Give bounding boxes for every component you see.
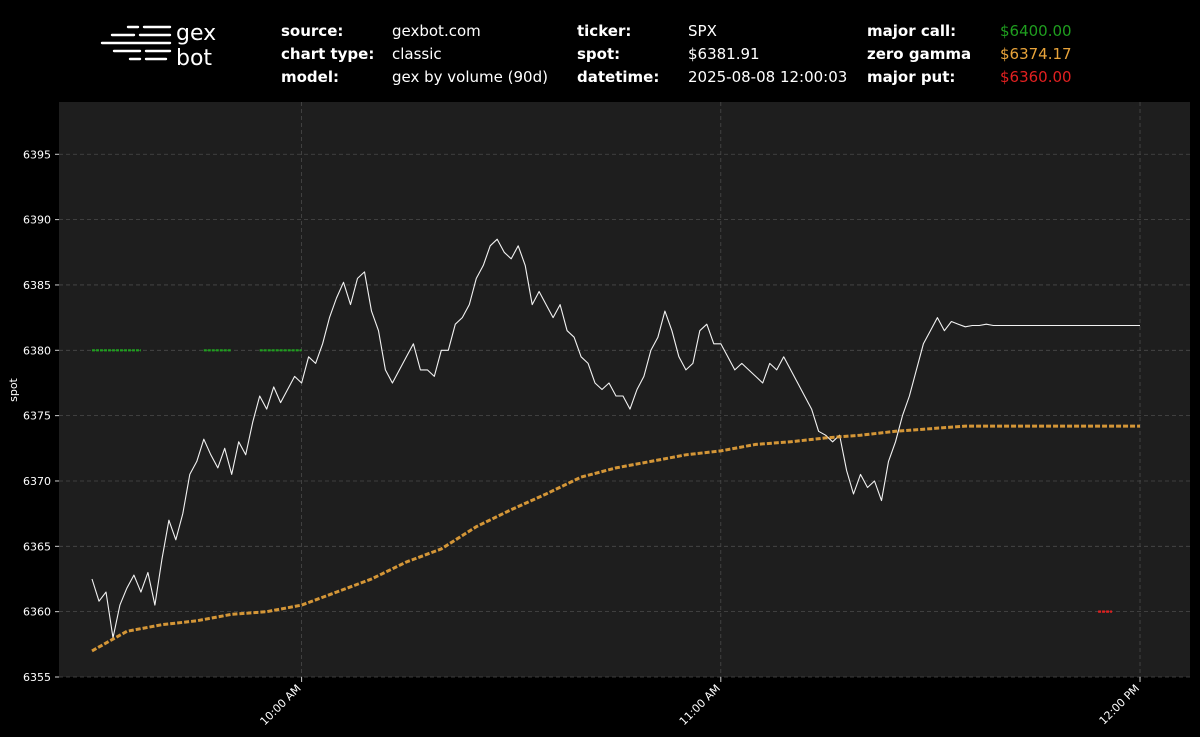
spot-line (91, 238, 1140, 639)
y-axis-label: spot (7, 377, 20, 401)
model-label: model: (281, 68, 339, 86)
x-tick-label: 12:00 PM (1097, 682, 1142, 727)
y-tick-label: 6355 (23, 671, 51, 684)
y-tick-label: 6395 (23, 148, 51, 161)
ticker-value: SPX (688, 22, 717, 40)
chart-type-label: chart type: (281, 45, 375, 63)
zero-gamma-value: $6374.17 (1000, 45, 1072, 63)
y-tick-label: 6370 (23, 475, 51, 488)
y-tick-label: 6380 (23, 344, 51, 357)
gexbot-logo: gex bot (100, 18, 220, 74)
chart-type-value: classic (392, 45, 442, 63)
spot-value: $6381.91 (688, 45, 760, 63)
datetime-label: datetime: (577, 68, 660, 86)
model-value: gex by volume (90d) (392, 68, 548, 86)
gexbot-logo-mark: gex bot (100, 21, 216, 71)
zero-gamma-label: zero gamma (867, 45, 972, 63)
y-tick-label: 6365 (23, 540, 51, 553)
spot-label: spot: (577, 45, 621, 63)
major-call-value: $6400.00 (1000, 22, 1072, 40)
logo-text-line1: gex (176, 21, 216, 46)
series (91, 238, 1140, 653)
plot-area (59, 102, 1190, 677)
speed-lines-icon (100, 25, 172, 61)
y-tick-label: 6390 (23, 214, 51, 227)
source-value: gexbot.com (392, 22, 481, 40)
major-call-label: major call: (867, 22, 957, 40)
x-axis: 10:00 AM 11:00 AM 12:00 PM (258, 677, 1142, 728)
major-put-label: major put: (867, 68, 956, 86)
ticker-label: ticker: (577, 22, 632, 40)
y-tick-label: 6375 (23, 410, 51, 423)
datetime-value: 2025-08-08 12:00:03 (688, 68, 848, 86)
x-tick-label: 10:00 AM (258, 682, 304, 728)
logo-text-line2: bot (176, 46, 212, 71)
x-tick-label: 11:00 AM (677, 682, 723, 728)
y-axis: 6355 6360 6365 6370 6375 6380 6385 6390 6395 (23, 148, 59, 684)
y-tick-label: 6360 (23, 606, 51, 619)
y-tick-label: 6385 (23, 279, 51, 292)
major-put-value: $6360.00 (1000, 68, 1072, 86)
source-label: source: (281, 22, 344, 40)
grid (59, 102, 1190, 678)
zero-gamma-line (91, 424, 1140, 653)
